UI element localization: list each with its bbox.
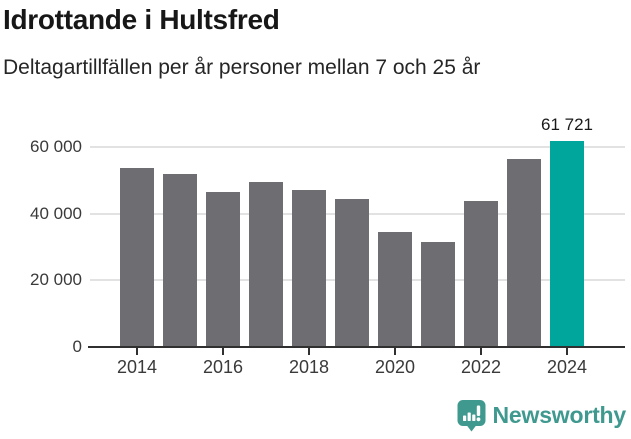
bar-2015 (163, 174, 197, 347)
bar-2023 (507, 159, 541, 347)
x-tick-label-2016: 2016 (202, 357, 244, 377)
bar-2019 (335, 199, 369, 347)
newsworthy-brand-label: Newsworthy (492, 402, 627, 428)
bar-2022 (464, 201, 498, 347)
x-tick-label-2018: 2018 (288, 357, 330, 377)
x-tick-label-2022: 2022 (460, 357, 502, 377)
bar-2014 (120, 168, 154, 347)
gridline-60000 (90, 146, 625, 148)
x-tick-2018 (308, 348, 310, 355)
x-tick-label-2024: 2024 (546, 357, 588, 377)
bar-2020 (378, 232, 412, 347)
chart-subtitle: Deltagartillfällen per år personer mella… (3, 56, 481, 79)
bar-2021 (421, 242, 455, 347)
y-tick-label-60000: 60 000 (30, 137, 82, 156)
bar-2018 (292, 190, 326, 347)
x-tick-2022 (480, 348, 482, 355)
x-tick-2024 (566, 348, 568, 355)
x-tick-label-2014: 2014 (116, 357, 158, 377)
x-tick-2020 (394, 348, 396, 355)
y-tick-label-20000: 20 000 (30, 270, 82, 290)
highlight-value-label: 61 721 (541, 115, 593, 134)
bar-2017 (249, 182, 283, 347)
y-tick-label-40000: 40 000 (30, 203, 82, 223)
x-tick-2014 (136, 348, 138, 355)
x-tick-label-2020: 2020 (374, 357, 416, 377)
chart-title: Idrottande i Hultsfred (3, 4, 280, 35)
x-tick-2016 (222, 348, 224, 355)
x-axis-line (88, 346, 625, 348)
bar-chart-speech-bubble-icon (457, 400, 486, 432)
newsworthy-brand-link[interactable]: Newsworthy (457, 399, 626, 432)
y-tick-label-0: 0 (72, 337, 82, 356)
bar-2024 (550, 141, 584, 347)
bar-2016 (206, 192, 240, 347)
